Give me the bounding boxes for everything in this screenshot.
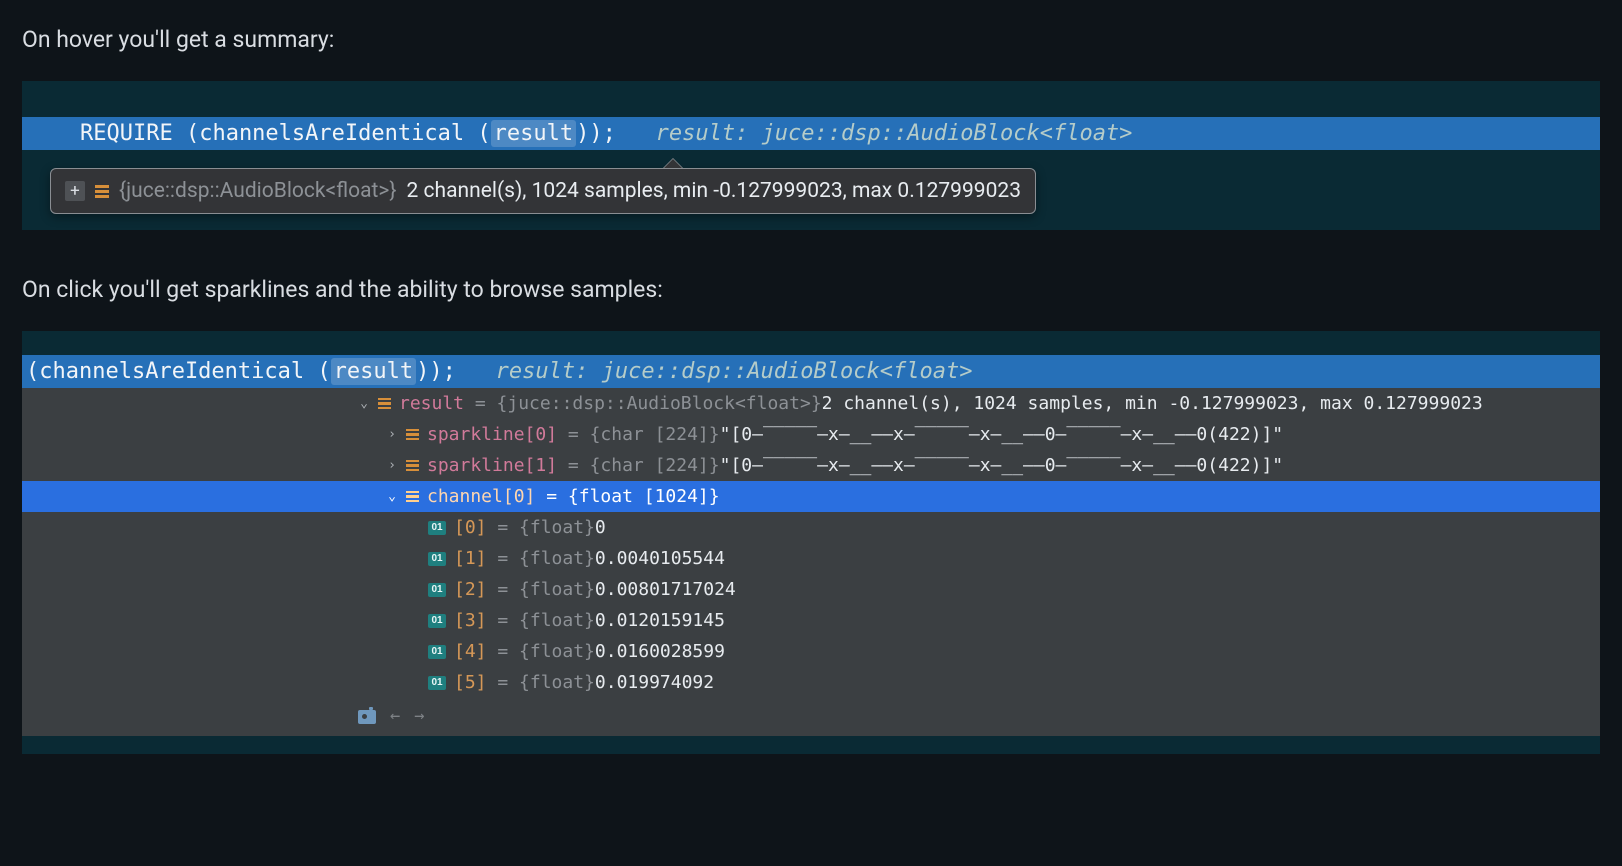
sample-type: {float}	[519, 576, 595, 603]
code-prefix-2: (channelsAreIdentical (	[26, 359, 331, 384]
var-type: {char [224]}	[590, 452, 720, 479]
tooltip-arrow	[663, 158, 683, 168]
debugger-tree[interactable]: ⌄ result = {juce::dsp::AudioBlock<float>…	[22, 388, 1600, 736]
chevron-right-icon[interactable]: ›	[384, 425, 400, 445]
tree-row-channel-selected[interactable]: ⌄ channel[0] = {float [1024]}	[22, 481, 1600, 512]
primitive-icon: 01	[428, 676, 446, 690]
highlighted-result-2[interactable]: result	[331, 358, 416, 385]
var-name: sparkline[1]	[427, 452, 557, 479]
sample-type: {float}	[519, 545, 595, 572]
hover-tooltip[interactable]: + {juce::dsp::AudioBlock<float>} 2 chann…	[50, 168, 1036, 214]
var-value: "[0—‾‾‾‾‾—x—__——x—‾‾‾‾‾—x—__——0—‾‾‾‾‾—x—…	[720, 452, 1284, 479]
tree-row-sample[interactable]: 01 [4] = {float} 0.0160028599	[22, 636, 1600, 667]
var-type: {float [1024]}	[568, 483, 720, 510]
highlighted-result[interactable]: result	[491, 120, 576, 147]
struct-icon	[406, 460, 419, 472]
tooltip-type: {juce::dsp::AudioBlock<float>}	[119, 179, 397, 203]
back-icon[interactable]: ←	[390, 704, 400, 730]
code-prefix: REQUIRE (channelsAreIdentical (	[80, 121, 491, 146]
var-type: {char [224]}	[590, 421, 720, 448]
tree-row-sparkline[interactable]: › sparkline[1] = {char [224]} "[0—‾‾‾‾‾—…	[22, 450, 1600, 481]
debugger-toolbar: ← →	[22, 698, 1600, 736]
sample-type: {float}	[519, 607, 595, 634]
hover-panel: REQUIRE (channelsAreIdentical (result));…	[22, 81, 1600, 230]
hover-tooltip-wrap: + {juce::dsp::AudioBlock<float>} 2 chann…	[50, 168, 1580, 214]
struct-icon	[406, 429, 419, 441]
click-panel: (channelsAreIdentical (result)); result:…	[22, 331, 1600, 754]
sample-index: [5]	[454, 669, 487, 696]
var-value: "[0—‾‾‾‾‾—x—__——x—‾‾‾‾‾—x—__——0—‾‾‾‾‾—x—…	[720, 421, 1284, 448]
expand-icon[interactable]: +	[65, 181, 85, 201]
inline-annotation: result: juce::dsp::AudioBlock<float>	[656, 121, 1133, 146]
var-name: sparkline[0]	[427, 421, 557, 448]
chevron-right-icon[interactable]: ›	[384, 456, 400, 476]
code-suffix-2: ));	[416, 359, 456, 384]
sample-index: [2]	[454, 576, 487, 603]
sample-index: [1]	[454, 545, 487, 572]
code-line-2: (channelsAreIdentical (result)); result:…	[22, 355, 1600, 388]
var-type: {juce::dsp::AudioBlock<float>}	[497, 390, 822, 417]
primitive-icon: 01	[428, 645, 446, 659]
primitive-icon: 01	[428, 614, 446, 628]
tree-row-sample[interactable]: 01 [0] = {float} 0	[22, 512, 1600, 543]
primitive-icon: 01	[428, 521, 446, 535]
tree-row-sample[interactable]: 01 [3] = {float} 0.0120159145	[22, 605, 1600, 636]
sample-value: 0.0120159145	[595, 607, 725, 634]
struct-icon	[406, 491, 419, 503]
forward-icon[interactable]: →	[414, 704, 424, 730]
sample-index: [3]	[454, 607, 487, 634]
sample-value: 0.0160028599	[595, 638, 725, 665]
var-name: channel[0]	[427, 483, 535, 510]
var-name: result	[399, 390, 464, 417]
chevron-down-icon[interactable]: ⌄	[384, 487, 400, 507]
sample-type: {float}	[519, 514, 595, 541]
tree-row-sample[interactable]: 01 [1] = {float} 0.0040105544	[22, 543, 1600, 574]
tree-row-sparkline[interactable]: › sparkline[0] = {char [224]} "[0—‾‾‾‾‾—…	[22, 419, 1600, 450]
struct-icon	[95, 184, 109, 199]
snapshot-icon[interactable]	[358, 710, 376, 724]
chevron-down-icon[interactable]: ⌄	[356, 394, 372, 414]
primitive-icon: 01	[428, 583, 446, 597]
tree-row-sample[interactable]: 01 [2] = {float} 0.00801717024	[22, 574, 1600, 605]
var-summary: 2 channel(s), 1024 samples, min -0.12799…	[822, 390, 1483, 417]
struct-icon	[378, 398, 391, 410]
inline-annotation-2: result: juce::dsp::AudioBlock<float>	[496, 359, 973, 384]
sample-value: 0.00801717024	[595, 576, 736, 603]
sample-type: {float}	[519, 669, 595, 696]
tooltip-summary: 2 channel(s), 1024 samples, min -0.12799…	[407, 179, 1021, 203]
sample-type: {float}	[519, 638, 595, 665]
code-suffix: ));	[576, 121, 616, 146]
section1-heading: On hover you'll get a summary:	[22, 26, 1600, 53]
sample-value: 0.019974092	[595, 669, 714, 696]
sample-index: [0]	[454, 514, 487, 541]
sample-index: [4]	[454, 638, 487, 665]
tree-row-root[interactable]: ⌄ result = {juce::dsp::AudioBlock<float>…	[22, 388, 1600, 419]
sample-value: 0.0040105544	[595, 545, 725, 572]
code-line-1: REQUIRE (channelsAreIdentical (result));…	[22, 117, 1600, 150]
tree-row-sample[interactable]: 01 [5] = {float} 0.019974092	[22, 667, 1600, 698]
sample-value: 0	[595, 514, 606, 541]
primitive-icon: 01	[428, 552, 446, 566]
section2-heading: On click you'll get sparklines and the a…	[22, 276, 1600, 303]
